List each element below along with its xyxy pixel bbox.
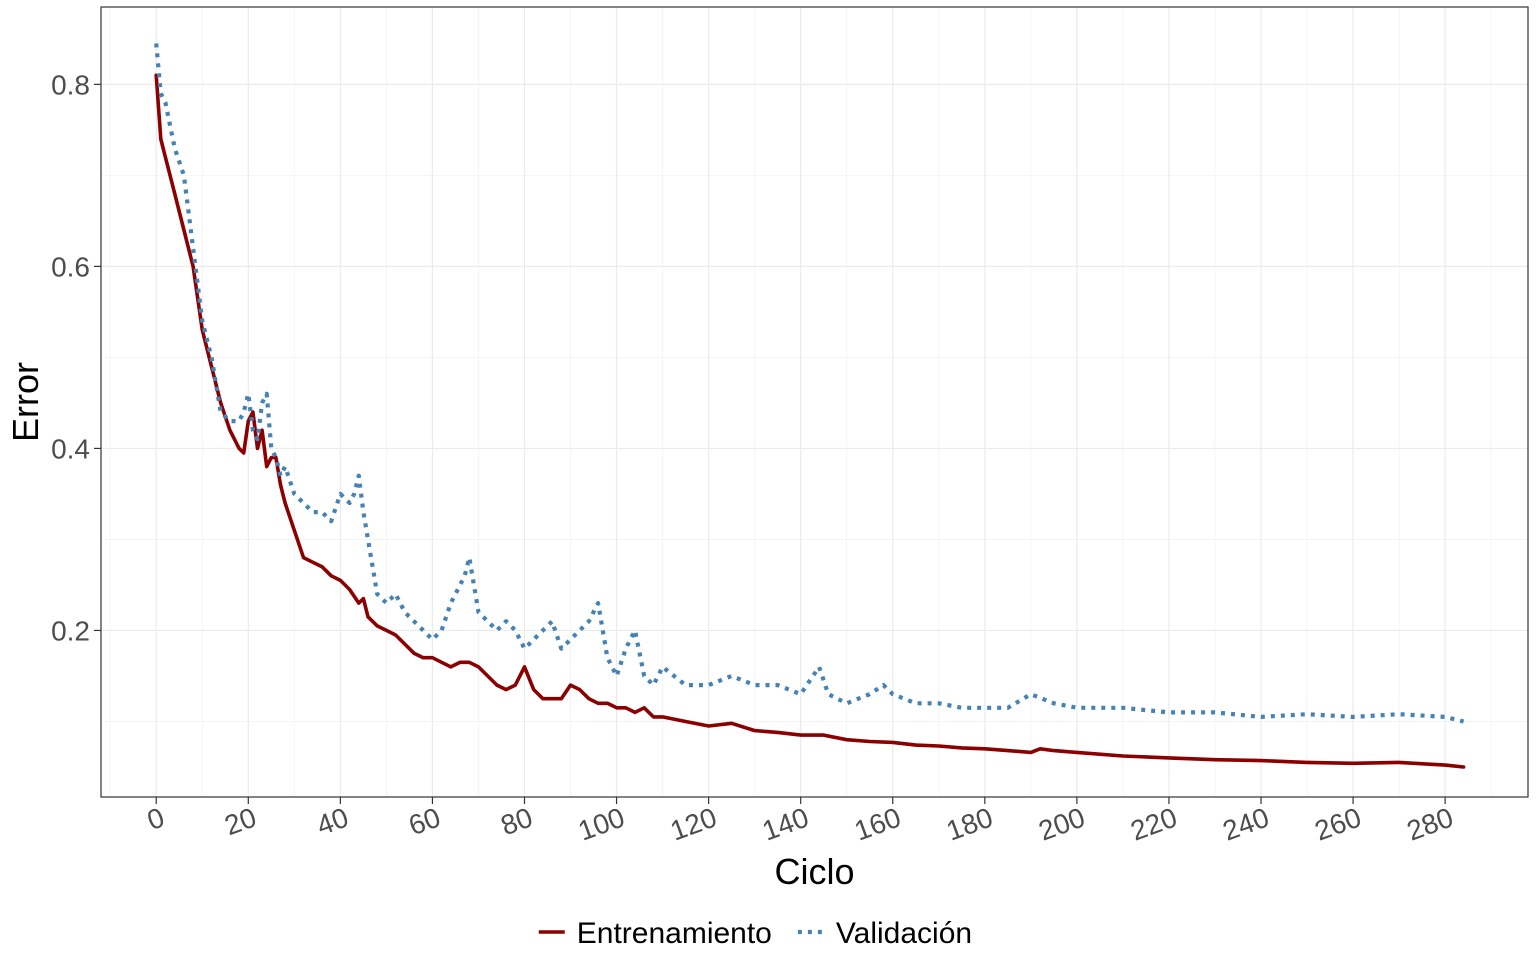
legend-label: Validación [836, 917, 972, 950]
plot-panel-border [100, 6, 1529, 798]
y-tick-label: 0.6 [51, 251, 90, 282]
y-tick-label: 0.2 [51, 615, 90, 646]
series-line-training [154, 73, 1466, 769]
x-axis-title: Ciclo [774, 851, 854, 892]
legend-label: Entrenamiento [577, 917, 772, 950]
y-tick-label: 0.4 [51, 433, 90, 464]
series-lines [154, 43, 1466, 769]
y-tick-label: 0.8 [51, 69, 90, 100]
grid-lines [101, 7, 1528, 797]
y-axis-title: Error [5, 362, 46, 442]
legend: Entrenamiento Validación [538, 917, 972, 950]
